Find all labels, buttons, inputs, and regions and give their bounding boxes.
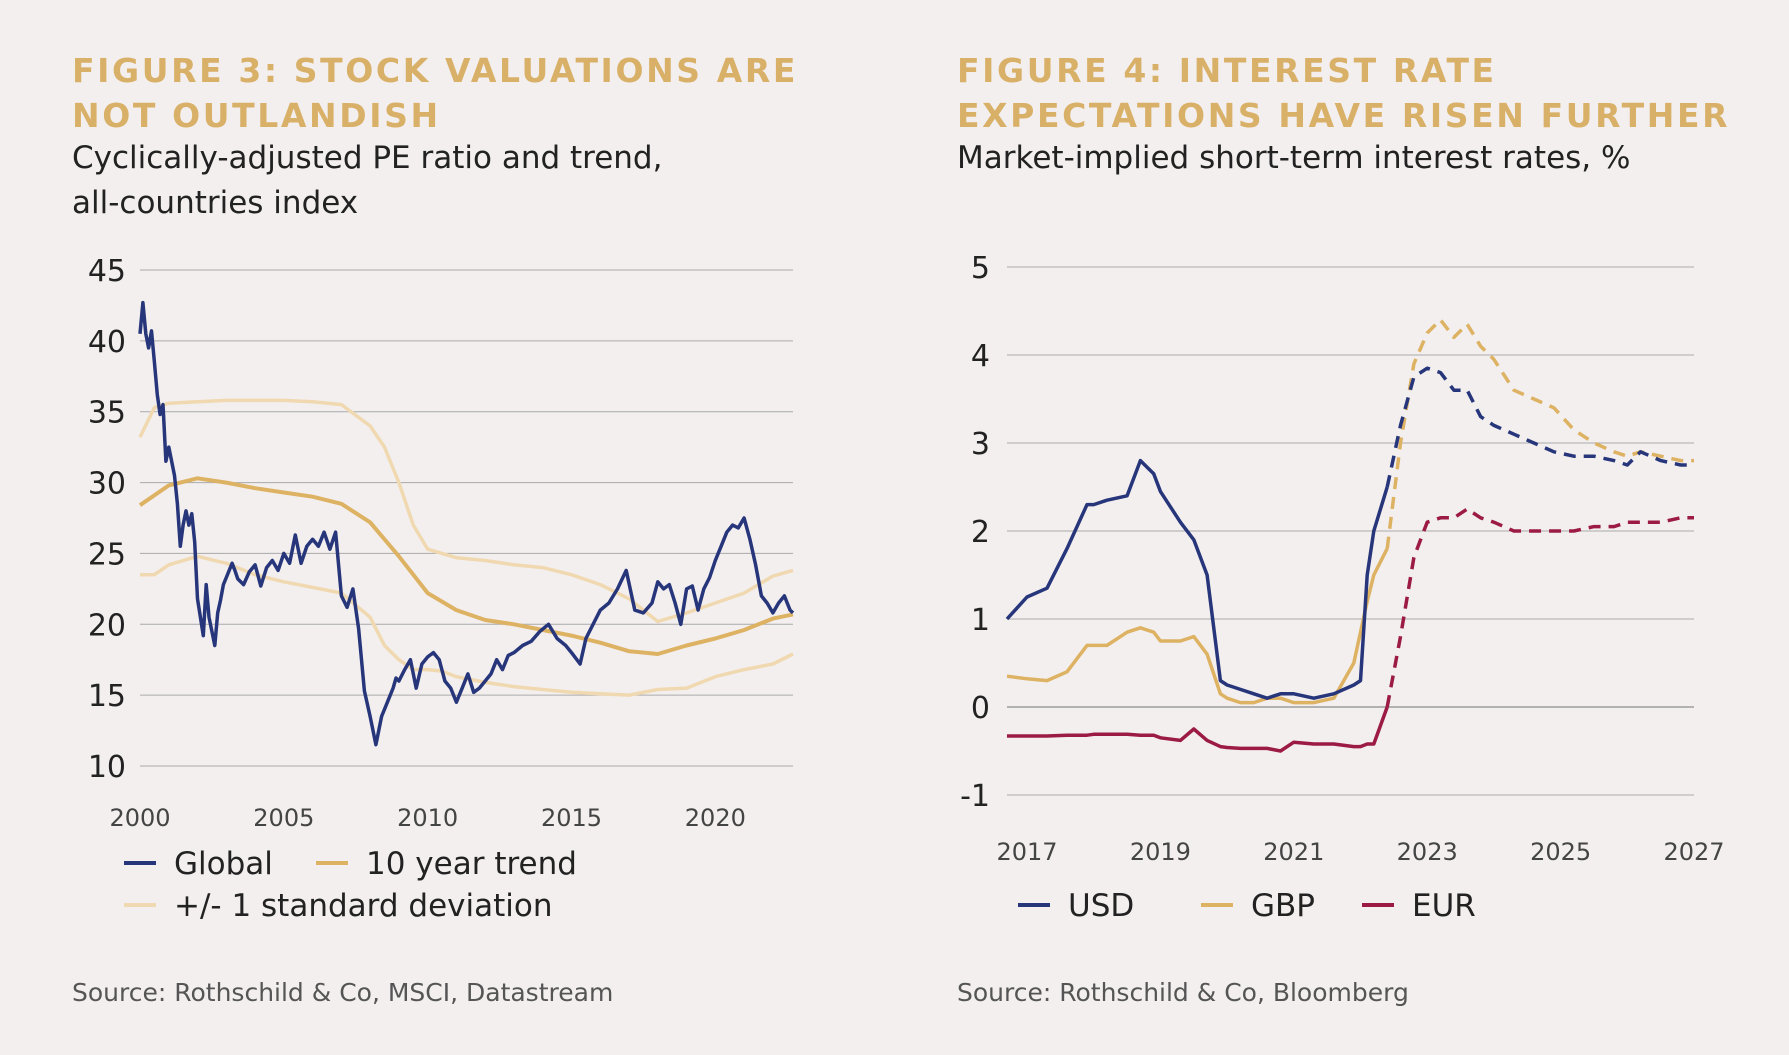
legend-label-stdev: +/- 1 standard deviation (174, 888, 552, 924)
legend-label-eur: EUR (1412, 888, 1476, 924)
figure-4-chart: -1 0 1 2 3 4 5 2017 2019 2021 2023 2025 2027 USD GBP EU… (960, 251, 1724, 924)
usd-forecast-line (1385, 366, 1694, 488)
x-tick-label: 2020 (685, 804, 746, 832)
gbp-actual-line (1006, 547, 1389, 705)
y-tick-label: 10 (88, 750, 126, 785)
legend-label-gbp: GBP (1251, 888, 1315, 924)
figure-4-panel: FIGURE 4: INTEREST RATE EXPECTATIONS HAV… (890, 0, 1789, 1055)
figure-4-subtitle: Market-implied short-term interest rates… (957, 140, 1631, 176)
y-tick-label: 5 (971, 251, 990, 286)
y-tick-label: 45 (88, 254, 126, 289)
stdev-upper-line (138, 398, 794, 624)
eur-actual-line (1007, 706, 1389, 753)
eur-forecast-line (1385, 507, 1694, 708)
global-line (138, 300, 795, 747)
x-tick-label: 2027 (1663, 838, 1724, 866)
x-tick-label: 2005 (253, 804, 314, 832)
figure-4-title: FIGURE 4: INTEREST RATE EXPECTATIONS HAV… (957, 51, 1731, 135)
x-tick-label: 2000 (109, 804, 170, 832)
legend-label-usd: USD (1068, 888, 1134, 924)
figure-3-chart: 10 15 20 25 30 35 40 45 2000 2005 2010 2015 2020 Glob… (88, 254, 795, 924)
y-tick-label: 2 (971, 515, 990, 550)
figure-3-subtitle: Cyclically-adjusted PE ratio and trend, … (72, 140, 663, 221)
figure-3-title: FIGURE 3: STOCK VALUATIONS ARE NOT OUTLA… (72, 51, 799, 135)
y-tick-label: 4 (971, 339, 990, 374)
y-tick-label: 3 (971, 427, 990, 462)
x-tick-label: 2017 (996, 838, 1057, 866)
figure-3-panel: FIGURE 3: STOCK VALUATIONS ARE NOT OUTLA… (0, 0, 890, 1055)
gbp-forecast-line (1385, 318, 1694, 549)
x-tick-label: 2019 (1130, 838, 1191, 866)
stdev-lower-line (140, 554, 794, 697)
y-tick-label: 1 (971, 603, 990, 638)
y-tick-label: 20 (88, 608, 126, 643)
x-tick-label: 2025 (1530, 838, 1591, 866)
usd-actual-line (1005, 458, 1389, 700)
trend-line (138, 476, 794, 656)
x-tick-label: 2015 (541, 804, 602, 832)
y-tick-label: 0 (971, 691, 990, 726)
y-tick-label: 35 (88, 396, 126, 431)
legend-label-trend: 10 year trend (366, 846, 577, 882)
y-tick-label: 25 (88, 537, 126, 572)
y-tick-label: 15 (88, 679, 126, 714)
x-tick-label: 2010 (397, 804, 458, 832)
y-tick-label: 40 (88, 325, 126, 360)
y-tick-label: -1 (960, 779, 990, 814)
y-tick-label: 30 (88, 467, 126, 502)
figure-4-source: Source: Rothschild & Co, Bloomberg (957, 978, 1409, 1007)
x-tick-label: 2021 (1263, 838, 1324, 866)
x-tick-label: 2023 (1397, 838, 1458, 866)
figure-3-source: Source: Rothschild & Co, MSCI, Datastrea… (72, 978, 614, 1007)
legend-label-global: Global (174, 846, 273, 882)
